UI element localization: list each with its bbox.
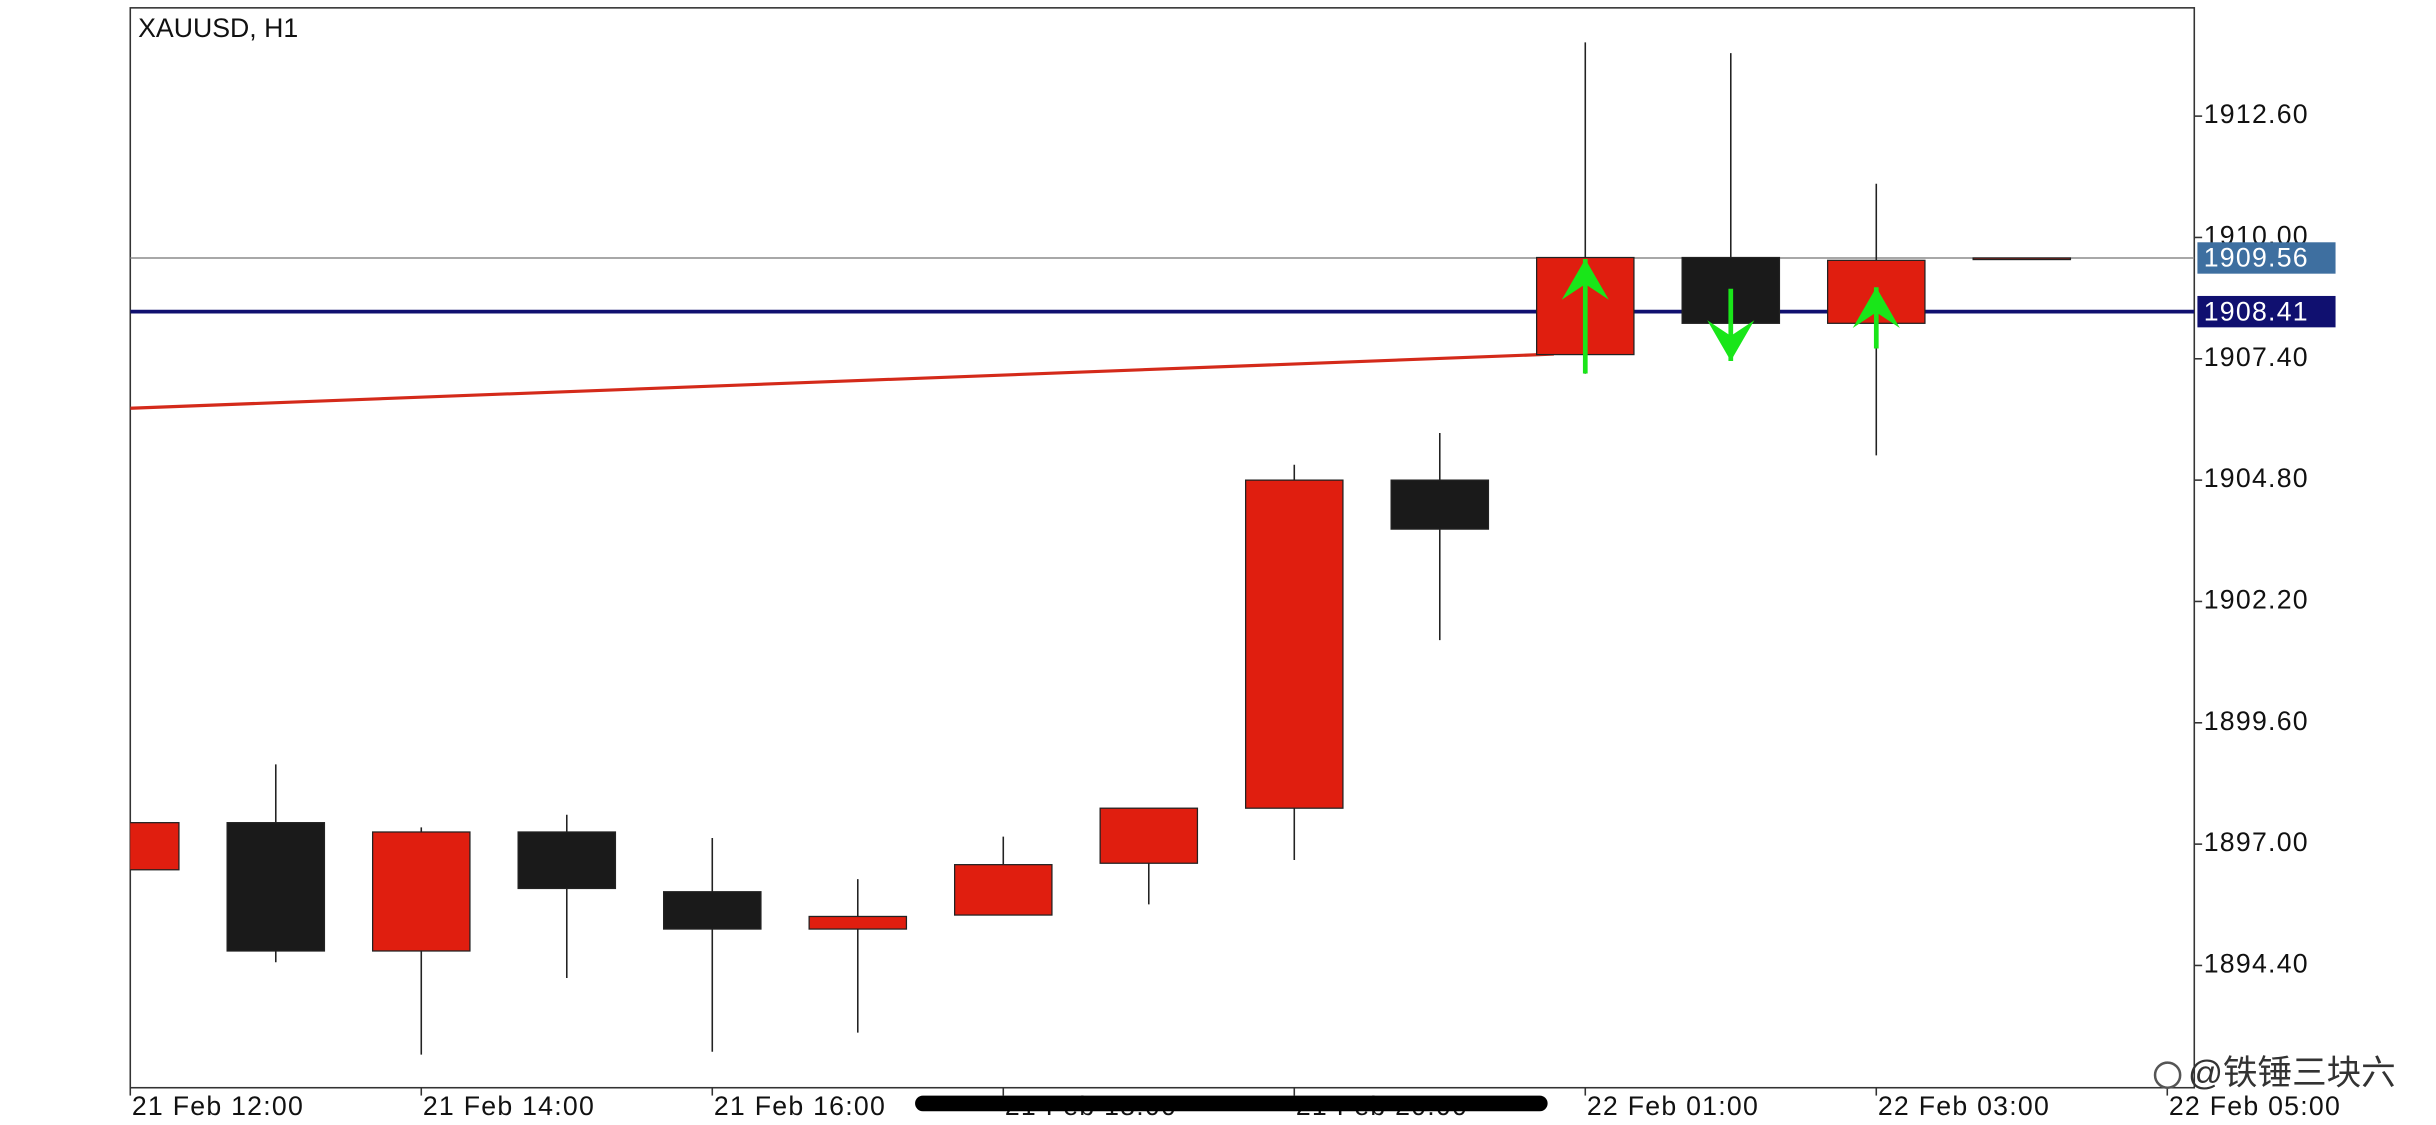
watermark-logo: [2153, 1061, 2182, 1089]
x-tick-label: 21 Feb 16:00: [714, 1091, 886, 1121]
candle-body: [517, 831, 617, 890]
axes: 1894.40 1897.00 1899.60 1902.20 1904.80 1907.…: [129, 99, 2341, 1121]
y-tick-label: 1907.40: [2204, 342, 2309, 372]
candle-body: [1390, 479, 1490, 530]
arrow-head: [1707, 320, 1755, 362]
home-indicator: [915, 1095, 1548, 1112]
trend-line: [130, 352, 1554, 410]
y-tick-label: 1904.80: [2204, 463, 2309, 493]
signal-arrow: [1852, 287, 1900, 349]
y-tick-label: 1894.40: [2204, 949, 2309, 979]
x-tick-label: 21 Feb 12:00: [132, 1091, 304, 1121]
signal-arrow: [1707, 288, 1755, 362]
y-tick-label: 1897.00: [2204, 827, 2309, 857]
watermark: @铁锤三块六: [2188, 1054, 2396, 1092]
price-label: 1908.41: [2204, 296, 2309, 326]
candle-body: [371, 831, 471, 952]
plot-frame: [129, 7, 2196, 1089]
price-label-box: [2197, 242, 2336, 274]
arrow-head: [1561, 258, 1609, 300]
candle-body: [1972, 257, 2072, 261]
y-tick-label: 1912.60: [2204, 99, 2309, 129]
y-tick-label: 1899.60: [2204, 706, 2309, 736]
candle-body: [953, 864, 1053, 916]
x-tick-label: 22 Feb 03:00: [1878, 1091, 2050, 1121]
arrow-head: [1852, 287, 1900, 329]
chart-title: XAUUSD, H1: [138, 13, 298, 43]
price-label: 1909.56: [2204, 243, 2309, 273]
candle-body: [808, 915, 908, 930]
x-tick-label: 21 Feb 14:00: [423, 1091, 595, 1121]
y-tick-label: 1902.20: [2204, 584, 2309, 614]
x-tick-label: 22 Feb 01:00: [1587, 1091, 1759, 1121]
candle-body: [662, 891, 762, 930]
plot-area: [130, 42, 2195, 1055]
candle-body: [1244, 479, 1344, 809]
candle-body: [226, 822, 326, 952]
candle-body: [130, 822, 180, 871]
signal-arrow: [1561, 258, 1609, 374]
x-tick-label: 22 Feb 05:00: [2169, 1091, 2341, 1121]
candle-body: [1099, 807, 1199, 864]
price-label-box: [2197, 295, 2336, 328]
